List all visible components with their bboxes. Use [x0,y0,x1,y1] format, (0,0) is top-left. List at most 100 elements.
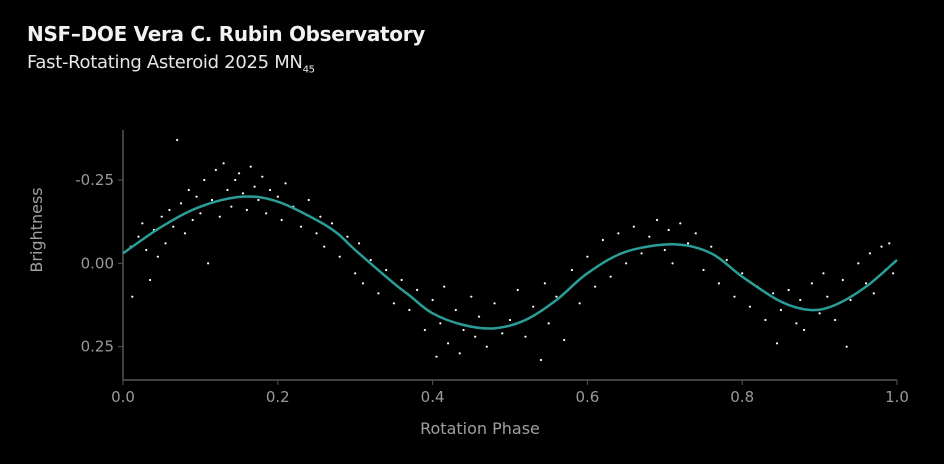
data-point [772,292,775,295]
data-point [307,198,310,202]
data-point [702,268,705,272]
data-point [179,202,183,205]
data-point [539,358,543,362]
data-point [555,295,558,298]
data-point [803,328,806,332]
data-point [508,318,512,322]
x-axis-label: Rotation Phase [420,419,540,438]
data-point [392,302,395,305]
data-point [199,212,202,215]
data-point [131,295,134,298]
data-point [354,272,357,275]
y-tick-label: -0.25 [75,171,114,189]
tick-labels: 0.0 0.2 0.4 0.6 0.8 1.0 -0.25 0.00 0.25 [75,171,909,406]
subtitle-subscript: 45 [302,64,315,76]
y-tick-label: 0.00 [81,254,114,272]
data-point [710,245,713,248]
data-point [586,255,589,258]
data-point [516,288,519,292]
data-point [640,252,643,255]
data-point [826,295,829,298]
data-point [323,245,326,248]
data-point [377,292,380,295]
data-point [141,222,144,225]
x-tick-label: 1.0 [885,388,909,406]
data-point [849,298,852,302]
data-point [679,222,682,225]
data-point [357,242,361,245]
data-point [501,332,504,335]
data-point [330,222,334,225]
data-point [532,305,535,308]
x-tick-label: 0.0 [111,388,135,406]
data-point [191,218,194,222]
data-point [400,278,403,282]
chart-subtitle: Fast-Rotating Asteroid 2025 MN45 [27,52,315,76]
y-axis-label: Brightness [27,187,46,272]
data-point [253,185,256,188]
data-point [319,215,322,218]
data-point [872,292,875,295]
data-point [214,168,217,172]
data-point [857,262,860,265]
data-point [725,258,728,262]
data-point [145,248,148,252]
data-point [230,205,233,208]
data-point [369,258,372,262]
fit-curve [122,195,898,330]
data-point [284,182,287,185]
data-point [183,232,187,235]
x-tick-label: 0.4 [421,388,445,406]
x-tick-label: 0.2 [266,388,290,406]
data-point [385,268,388,272]
subtitle-text: Fast-Rotating Asteroid 2025 MN [27,52,303,73]
data-point [238,172,241,175]
data-point [880,245,883,248]
data-point [671,262,674,265]
data-point [222,162,225,165]
data-point [241,192,245,195]
data-point [667,228,670,232]
data-point [195,195,198,198]
data-point [694,232,697,235]
data-point [868,252,872,255]
data-point [741,272,744,275]
data-point [234,178,237,182]
data-point [203,178,206,182]
data-point [799,298,802,302]
data-point [655,218,659,222]
data-point [625,262,628,265]
data-point [524,335,527,338]
data-point [226,188,229,192]
data-point [439,322,442,325]
data-point [477,315,481,318]
data-point [663,248,666,252]
data-point [249,165,252,168]
data-point [218,215,221,218]
data-point [833,318,837,322]
data-point [632,225,635,228]
data-point [257,198,260,202]
data-point [601,238,604,242]
data-point [563,338,566,342]
data-point [338,255,341,258]
data-point [594,285,597,288]
data-point [458,352,461,355]
data-point [717,282,721,285]
x-tick-label: 0.8 [730,388,754,406]
data-point [547,322,550,325]
data-point [148,278,152,282]
data-point [276,195,279,198]
data-point [609,275,612,278]
data-point [210,198,214,202]
data-point [733,295,736,298]
data-point [787,288,790,292]
y-tick-label: 0.25 [81,338,114,356]
data-point [408,308,411,312]
data-point [764,318,767,322]
data-point [578,302,581,305]
data-point [779,308,783,312]
data-point [810,282,813,285]
data-point [864,282,868,285]
data-point [818,312,821,315]
